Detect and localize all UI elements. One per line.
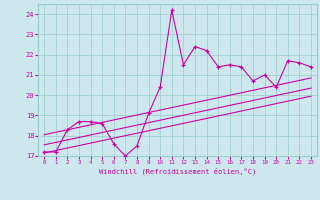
X-axis label: Windchill (Refroidissement éolien,°C): Windchill (Refroidissement éolien,°C) (99, 168, 256, 175)
